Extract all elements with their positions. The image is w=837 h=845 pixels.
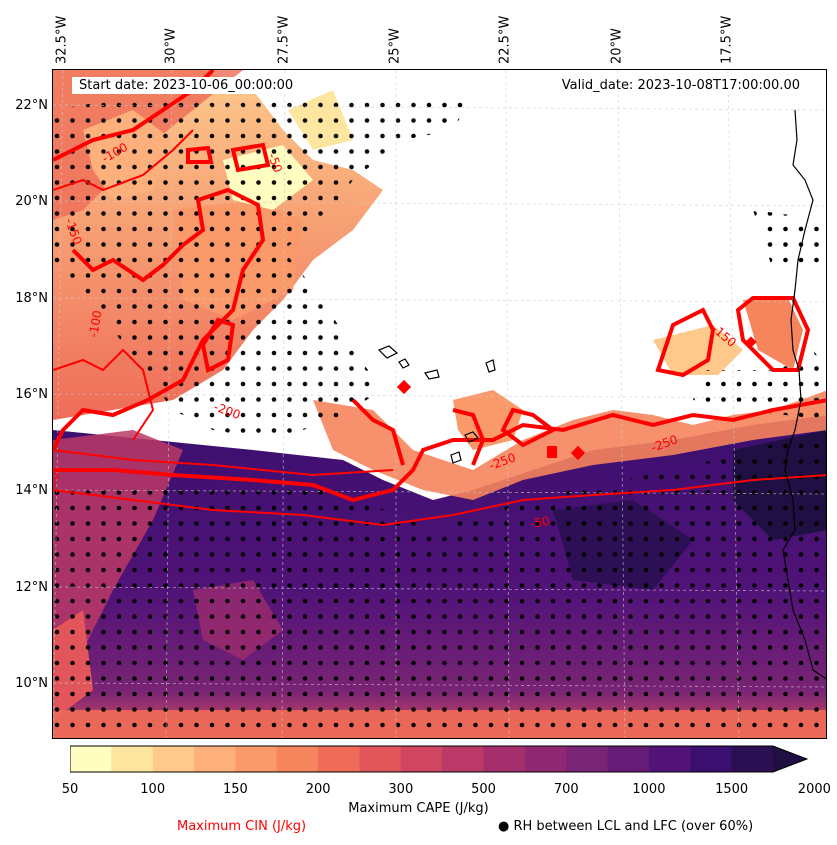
colorbar-segment <box>235 746 278 772</box>
cin-label: -50 <box>53 470 63 493</box>
colorbar-tick-label: 1500 <box>715 782 749 797</box>
lat-label-14n: 14°N <box>15 483 48 498</box>
colorbar-segment <box>194 746 236 772</box>
colorbar-tick-label: 50 <box>61 782 79 797</box>
lon-label-17-5w: 17.5°W <box>719 15 735 64</box>
lat-label-10n: 10°N <box>15 676 48 691</box>
coastlines <box>377 109 826 680</box>
cin-legend-label: Maximum CIN (J/kg) <box>177 819 307 834</box>
lat-label-18n: 18°N <box>15 291 48 306</box>
colorbar-tick-label: 200 <box>305 782 331 797</box>
colorbar-tick-label: 1000 <box>632 782 666 797</box>
colorbar-segment <box>690 746 733 772</box>
colorbar-segment <box>566 746 609 772</box>
lon-label-30w: 30°W <box>163 28 179 64</box>
colorbar-tick-label: 300 <box>388 782 414 797</box>
colorbar-segment <box>648 746 691 772</box>
cin-label: -50 <box>265 151 285 174</box>
colorbar-segment <box>731 746 774 772</box>
colorbar-segment <box>607 746 650 772</box>
lat-label-12n: 12°N <box>15 580 48 595</box>
start-date-label: Start date: 2023-10-06_00:00:00 <box>72 77 301 94</box>
lat-label-16n: 16°N <box>15 387 48 402</box>
colorbar-segment <box>400 746 443 772</box>
colorbar-segment <box>152 746 195 772</box>
lon-label-25w: 25°W <box>387 28 403 64</box>
lon-label-20w: 20°W <box>609 28 625 64</box>
cape-colorbar <box>70 745 808 773</box>
valid-date-label: Valid_date: 2023-10-08T17:00:00.00 <box>554 77 807 94</box>
rh-dot-icon: ● <box>498 819 510 834</box>
cin-label: -50 <box>529 514 551 531</box>
colorbar-label: Maximum CAPE (J/kg) <box>348 801 489 816</box>
map-panel: -100 -150 -50 -250 -200 -50 -250 -150 -5… <box>52 69 827 739</box>
colorbar-tick-label: 2000 <box>797 782 831 797</box>
colorbar-extend-arrow <box>773 746 807 772</box>
lat-label-22n: 22°N <box>15 98 48 113</box>
colorbar-tick-label: 700 <box>553 782 579 797</box>
colorbar-tick-label: 150 <box>222 782 248 797</box>
lon-label-22-5w: 22.5°W <box>497 15 513 64</box>
cape-field: -100 -150 -50 -250 -200 -50 -250 -150 -5… <box>53 70 826 738</box>
colorbar-tick-label: 500 <box>471 782 496 797</box>
colorbar-segment <box>442 746 485 772</box>
lon-label-27-5w: 27.5°W <box>276 15 292 64</box>
rh-stipple-south <box>53 430 826 730</box>
colorbar-segment <box>318 746 360 772</box>
colorbar-segment <box>70 746 112 772</box>
colorbar-segment <box>111 746 154 772</box>
rh-legend: ● RH between LCL and LFC (over 60%) <box>498 819 753 834</box>
colorbar-segment <box>276 746 319 772</box>
colorbar-segment <box>483 746 526 772</box>
rh-legend-label: RH between LCL and LFC (over 60%) <box>513 819 754 834</box>
colorbar-segment <box>359 746 402 772</box>
lon-label-32-5w: 32.5°W <box>54 15 70 64</box>
colorbar-segment <box>524 746 567 772</box>
colorbar-tick-label: 100 <box>140 782 166 797</box>
lat-label-20n: 20°N <box>15 194 48 209</box>
cin-label: -100 <box>86 309 105 338</box>
